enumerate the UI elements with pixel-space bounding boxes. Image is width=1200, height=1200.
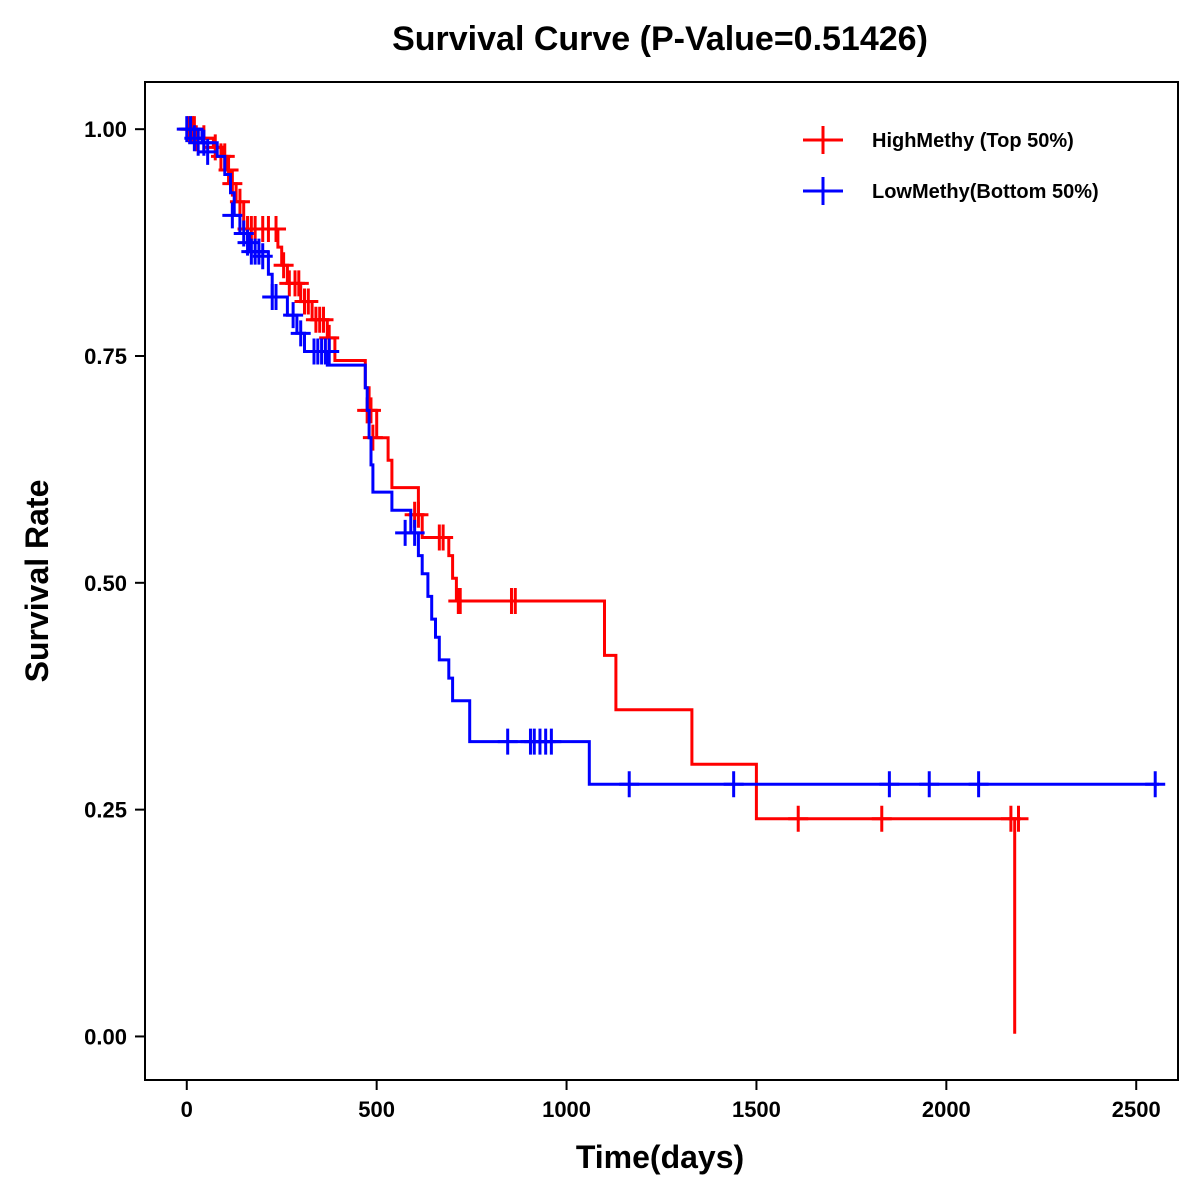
legend-label: HighMethy (Top 50%) (872, 130, 1074, 152)
plot-area (176, 116, 1166, 1034)
censor-mark (362, 424, 383, 451)
censor-mark (184, 125, 205, 152)
chart-title: Survival Curve (P-Value=0.51426) (392, 20, 928, 58)
x-tick-label: 1000 (542, 1097, 591, 1122)
censor-mark (298, 288, 319, 315)
censor-mark (248, 238, 269, 265)
y-tick-label: 0.25 (84, 798, 127, 823)
censor-mark (879, 771, 900, 798)
censor-mark (433, 524, 454, 551)
censor-mark (619, 771, 640, 798)
y-tick-label: 1.00 (84, 117, 127, 142)
x-axis: 0 500 1000 1500 2000 2500 (181, 1080, 1161, 1122)
censor-mark (252, 243, 273, 270)
censor-mark (1145, 771, 1166, 798)
y-tick-label: 0.75 (84, 344, 127, 369)
x-tick-label: 2000 (922, 1097, 971, 1122)
censor-mark (197, 138, 218, 165)
legend-key-icon (803, 177, 843, 205)
censor-mark (360, 397, 381, 424)
legend-item: LowMethy(Bottom 50%) (803, 177, 1099, 205)
censor-mark (273, 252, 294, 279)
survival-step-line (186, 127, 1017, 1034)
censor-mark (290, 320, 311, 347)
censor-mark (266, 215, 287, 242)
censor-mark (313, 306, 334, 333)
x-axis-label: Time(days) (576, 1139, 744, 1175)
survival-step-line (186, 127, 1159, 786)
censor-mark (404, 519, 425, 546)
series-highmethy (178, 116, 1029, 1034)
x-tick-label: 2500 (1112, 1097, 1161, 1122)
censor-mark (450, 587, 471, 614)
censor-mark (319, 338, 340, 365)
plot-frame (144, 81, 1179, 1081)
censor-mark (505, 587, 526, 614)
censor-mark (222, 202, 243, 229)
censor-mark (723, 771, 744, 798)
censor-mark (218, 157, 239, 184)
legend: HighMethy (Top 50%) LowMethy(Bottom 50%) (803, 126, 1099, 205)
censor-mark (919, 771, 940, 798)
censor-mark (541, 728, 562, 755)
legend-key-icon (803, 126, 843, 154)
censor-mark (968, 771, 989, 798)
x-tick-label: 0 (181, 1097, 193, 1122)
censor-mark (1008, 805, 1029, 832)
series-lowmethy (176, 116, 1166, 798)
censor-mark (497, 728, 518, 755)
y-tick-label: 0.00 (84, 1024, 127, 1049)
y-axis-label: Survival Rate (19, 480, 55, 683)
censor-mark (871, 805, 892, 832)
y-axis: 0.00 0.25 0.50 0.75 1.00 (84, 117, 145, 1049)
x-tick-label: 1500 (732, 1097, 781, 1122)
censor-mark (788, 805, 809, 832)
y-tick-label: 0.50 (84, 571, 127, 596)
censor-mark (288, 270, 309, 297)
censor-mark (266, 284, 287, 311)
legend-item: HighMethy (Top 50%) (803, 126, 1074, 154)
censor-mark (283, 302, 304, 329)
x-tick-label: 500 (358, 1097, 395, 1122)
legend-label: LowMethy(Bottom 50%) (872, 181, 1099, 203)
